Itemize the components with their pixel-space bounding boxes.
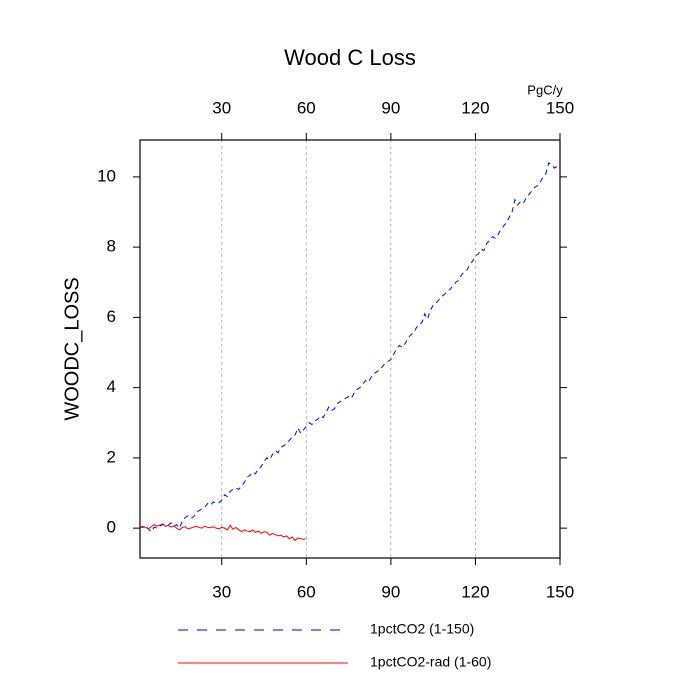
y-axis-title: WOODC_LOSS	[61, 277, 83, 420]
x-tick-label: 60	[297, 582, 316, 601]
y-tick-label: 2	[107, 447, 116, 466]
y-tick-label: 0	[107, 518, 116, 537]
y-tick-label: 6	[107, 307, 116, 326]
x-tick-label: 150	[546, 582, 574, 601]
x2-tick-label: 60	[297, 98, 316, 117]
data-line	[139, 523, 307, 542]
x2-tick-label: 30	[212, 98, 231, 117]
legend-label: 1pctCO2-rad (1-60)	[370, 654, 491, 670]
y-tick-label: 4	[107, 377, 116, 396]
legend-label: 1pctCO2 (1-150)	[370, 621, 474, 637]
x-tick-label: 30	[212, 582, 231, 601]
x-tick-label: 90	[381, 582, 400, 601]
x2-tick-label: 120	[461, 98, 489, 117]
y-tick-label: 8	[107, 237, 116, 256]
x2-tick-label: 90	[381, 98, 400, 117]
plot-frame	[139, 139, 561, 559]
x2-tick-label: 150	[546, 98, 574, 117]
chart-title: Wood C Loss	[284, 45, 416, 70]
y-tick-label: 10	[97, 166, 116, 185]
x-tick-label: 120	[461, 582, 489, 601]
data-line	[139, 162, 561, 533]
x2-axis-unit: PgC/y	[527, 82, 563, 97]
